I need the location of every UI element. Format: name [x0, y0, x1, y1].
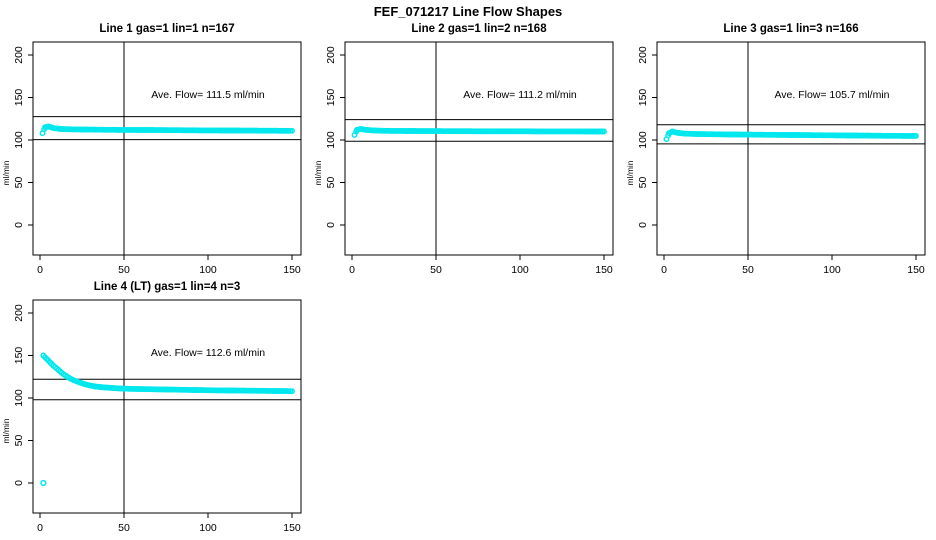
- y-axis-label: ml/min: [625, 160, 635, 185]
- x-tick-label: 50: [118, 264, 130, 276]
- figure-main-title: FEF_071217 Line Flow Shapes: [373, 4, 563, 19]
- plot-box: [32, 41, 302, 256]
- y-tick-label: 150: [13, 89, 25, 107]
- y-tick-label: 0: [325, 222, 337, 228]
- avg-flow-annotation: Ave. Flow= 111.2 ml/min: [463, 89, 577, 101]
- y-tick-label: 0: [13, 480, 25, 486]
- flow-panel-3: Line 3 gas=1 lin=3 n=166 Ave. Flow= 105.7…: [625, 23, 926, 276]
- plot-box: [32, 299, 302, 514]
- x-tick-label: 100: [823, 264, 841, 276]
- y-tick-label: 150: [325, 89, 337, 107]
- x-tick-label: 100: [511, 264, 529, 276]
- data-series: [351, 126, 607, 138]
- avg-flow-annotation: Ave. Flow= 112.6 ml/min: [151, 347, 265, 359]
- data-series: [663, 128, 919, 143]
- x-tick-label: 0: [37, 522, 43, 534]
- y-tick-label: 200: [13, 304, 25, 322]
- x-tick-label: 150: [595, 264, 613, 276]
- x-tick-label: 150: [283, 522, 301, 534]
- y-tick-label: 50: [13, 177, 25, 189]
- y-tick-label: 200: [13, 46, 25, 64]
- y-tick-label: 200: [325, 46, 337, 64]
- plot-box: [344, 41, 614, 256]
- x-tick-label: 100: [199, 264, 217, 276]
- y-tick-label: 50: [325, 177, 337, 189]
- panel-title: Line 1 gas=1 lin=1 n=167: [99, 23, 234, 35]
- x-tick-label: 50: [118, 522, 130, 534]
- x-tick-label: 50: [430, 264, 442, 276]
- avg-flow-annotation: Ave. Flow= 111.5 ml/min: [151, 89, 265, 101]
- flow-panel-1: Line 1 gas=1 lin=1 n=167 Ave. Flow= 111.5…: [1, 23, 302, 276]
- flow-panel-4: Line 4 (LT) gas=1 lin=4 n=3 Ave. Flow= 11…: [1, 281, 302, 534]
- y-tick-label: 150: [637, 89, 649, 107]
- panel-title: Line 3 gas=1 lin=3 n=166: [723, 23, 858, 35]
- y-tick-label: 150: [13, 347, 25, 365]
- panel-title: Line 2 gas=1 lin=2 n=168: [411, 23, 547, 35]
- y-tick-label: 100: [637, 131, 649, 149]
- data-series: [39, 123, 295, 137]
- y-tick-label: 50: [13, 435, 25, 447]
- y-axis-label: ml/min: [1, 160, 11, 185]
- y-tick-label: 100: [13, 389, 25, 407]
- data-point: [289, 127, 295, 134]
- y-tick-label: 50: [637, 177, 649, 189]
- y-tick-label: 0: [637, 222, 649, 228]
- panel-title: Line 4 (LT) gas=1 lin=4 n=3: [94, 281, 240, 293]
- x-tick-label: 0: [349, 264, 355, 276]
- y-axis-label: ml/min: [313, 160, 323, 185]
- data-point: [601, 128, 607, 135]
- data-point: [913, 132, 919, 139]
- data-series: [40, 352, 295, 487]
- x-tick-label: 150: [907, 264, 925, 276]
- x-tick-label: 0: [661, 264, 667, 276]
- x-tick-label: 100: [199, 522, 217, 534]
- x-tick-label: 0: [37, 264, 43, 276]
- avg-flow-annotation: Ave. Flow= 105.7 ml/min: [774, 89, 889, 101]
- y-tick-label: 200: [637, 46, 649, 64]
- y-tick-label: 100: [325, 131, 337, 149]
- y-tick-label: 0: [13, 222, 25, 228]
- x-tick-label: 50: [742, 264, 754, 276]
- outlier-point: [40, 479, 47, 487]
- plot-box: [656, 41, 926, 256]
- y-tick-label: 100: [13, 131, 25, 149]
- data-point: [289, 388, 295, 395]
- flow-panel-2: Line 2 gas=1 lin=2 n=168 Ave. Flow= 111.2…: [313, 23, 614, 276]
- y-axis-label: ml/min: [1, 418, 11, 443]
- x-tick-label: 150: [283, 264, 301, 276]
